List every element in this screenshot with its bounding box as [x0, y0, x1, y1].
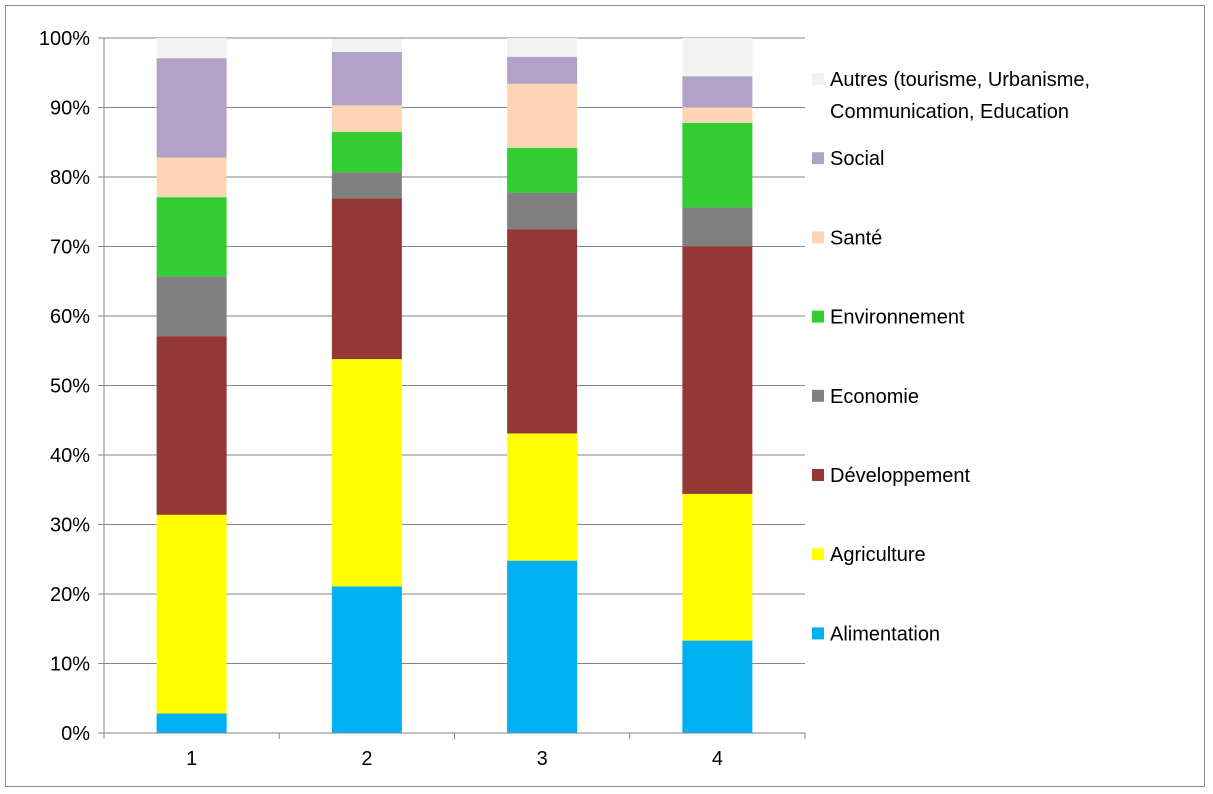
x-axis-tick-labels: 1 2 3 4 [186, 748, 723, 770]
legend: Autres (tourisme, Urbanisme, Communicatio… [812, 69, 1090, 645]
legend-item: Alimentation [812, 623, 940, 645]
legend-item: Agriculture [812, 544, 926, 566]
bar-segment [156, 276, 227, 337]
legend-label: Economie [830, 386, 919, 408]
legend-item: Economie [812, 386, 919, 408]
legend-swatch [812, 389, 824, 402]
bar-segment [156, 38, 227, 59]
legend-swatch [812, 627, 824, 640]
bar-segment [507, 560, 578, 733]
bar-segment [682, 38, 753, 77]
bar-segment [682, 76, 753, 108]
bar-segment [507, 192, 578, 230]
bar-segment [682, 246, 753, 494]
legend-label: Communication, Education [830, 101, 1069, 123]
legend-swatch [812, 231, 824, 244]
legend-item: Autres (tourisme, Urbanisme, Communicatio… [812, 69, 1090, 123]
bar-segment [331, 198, 402, 360]
legend-item: Environnement [812, 307, 965, 329]
bar-segment [682, 107, 753, 123]
x-tick-label: 2 [361, 748, 372, 770]
bar-segment [156, 58, 227, 158]
legend-swatch [812, 548, 824, 561]
y-tick-label: 0% [61, 723, 90, 745]
chart-frame: 0% 10% 20% 30% 40% 50% 60% 70% 80% 90% 100% 1 2 3 4 A… [5, 5, 1205, 787]
x-tick-label: 1 [186, 748, 197, 770]
bar-segment [682, 640, 753, 733]
legend-swatch [812, 73, 824, 85]
bar-segment [507, 56, 578, 84]
y-tick-label: 10% [50, 654, 90, 676]
bar-segment [331, 359, 402, 587]
bar-segment [331, 586, 402, 733]
x-tick-label: 4 [712, 748, 723, 770]
legend-label: Alimentation [830, 623, 940, 645]
bar-segment [156, 514, 227, 714]
bar-segment [156, 197, 227, 277]
y-tick-label: 70% [50, 237, 90, 259]
legend-label: Environnement [830, 307, 965, 329]
bar-segment [682, 207, 753, 247]
bar-segment [331, 38, 402, 52]
y-tick-label: 20% [50, 584, 90, 606]
bar-segment [156, 713, 227, 733]
legend-swatch [812, 310, 824, 323]
bar-segment [682, 493, 753, 641]
bar-stacks [156, 38, 753, 733]
bar-segment [331, 51, 402, 106]
bar-segment [156, 336, 227, 515]
bar-segment [331, 105, 402, 132]
bar-segment [507, 229, 578, 434]
y-tick-label: 50% [50, 376, 90, 398]
bar-segment [331, 172, 402, 199]
bar-segment [507, 433, 578, 561]
y-tick-label: 80% [50, 167, 90, 189]
y-tick-label: 40% [50, 445, 90, 467]
legend-label: Autres (tourisme, Urbanisme, [830, 69, 1090, 91]
legend-item: Social [812, 148, 884, 170]
axes [98, 37, 806, 739]
bar-segment [682, 122, 753, 208]
legend-label: Agriculture [830, 544, 926, 566]
legend-label: Social [830, 148, 884, 170]
bar-segment [156, 157, 227, 198]
y-tick-label: 100% [39, 28, 90, 50]
bar-segment [331, 131, 402, 173]
bar-segment [507, 147, 578, 193]
y-tick-label: 90% [50, 98, 90, 120]
y-axis-tick-labels: 0% 10% 20% 30% 40% 50% 60% 70% 80% 90% 100% [39, 28, 90, 745]
legend-label: Développement [830, 465, 971, 487]
y-tick-label: 30% [50, 515, 90, 537]
bar-segment [507, 83, 578, 148]
legend-item: Santé [812, 227, 882, 249]
legend-swatch [812, 152, 824, 165]
legend-label: Santé [830, 227, 882, 249]
y-tick-label: 60% [50, 306, 90, 328]
legend-swatch [812, 469, 824, 481]
legend-item: Développement [812, 465, 971, 487]
stacked-bar-chart: 0% 10% 20% 30% 40% 50% 60% 70% 80% 90% 100% 1 2 3 4 A… [39, 28, 1090, 770]
bar-segment [507, 38, 578, 57]
x-tick-label: 3 [537, 748, 548, 770]
